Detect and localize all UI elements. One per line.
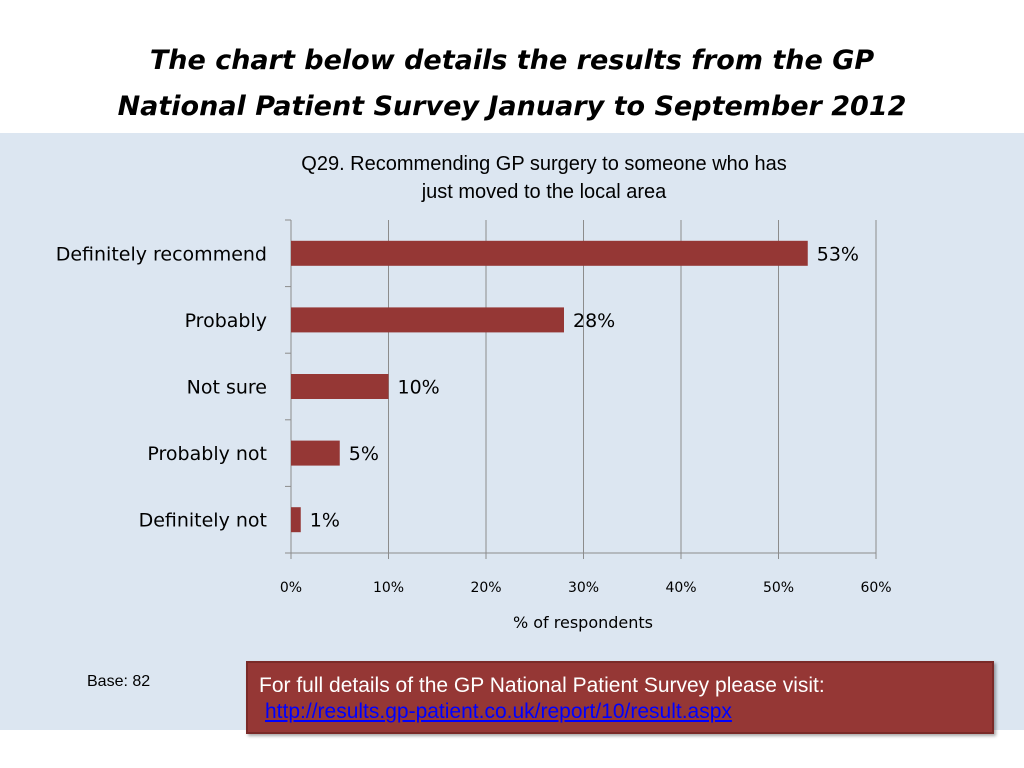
survey-link[interactable]: http://results.gp-patient.co.uk/report/1… [265,700,732,723]
x-tick-label: 30% [568,580,599,596]
gridlines [388,220,877,553]
labels: 0% 10% 20% 30% 40% 50% 60% Definitely recommend… [56,243,892,596]
category-label: Definitely recommend [56,243,267,265]
slide-title-line-1: The chart below details the results from… [149,45,875,76]
data-label: 28% [573,310,615,332]
chart-panel [0,133,1024,730]
category-label: Probably not [147,443,267,465]
chart-title-line-2: just moved to the local area [421,181,667,203]
x-tick-label: 60% [860,580,891,596]
bar [291,240,808,266]
bar [291,507,301,533]
info-text: For full details of the GP National Pati… [259,674,825,697]
info-box: For full details of the GP National Pati… [246,661,994,734]
data-label: 53% [817,243,859,265]
slide-title-line-2: National Patient Survey January to Septe… [117,91,907,122]
bars [291,240,808,533]
chart-title-line-1: Q29. Recommending GP surgery to someone … [301,153,787,175]
base-note: Base: 82 [87,673,151,690]
slide-title: The chart below details the results from… [0,38,1024,130]
data-label: 5% [349,443,379,465]
bar [291,440,340,466]
data-label: 1% [310,510,340,532]
bar [291,307,564,333]
data-label: 10% [398,377,440,399]
category-label: Not sure [187,377,267,399]
x-tick-label: 10% [373,580,404,596]
x-tick-label: 40% [665,580,696,596]
x-tick-label: 0% [280,580,302,596]
x-axis-title: % of respondents [513,613,653,632]
bar [291,374,389,399]
category-label: Definitely not [139,510,267,532]
x-tick-label: 20% [470,580,501,596]
category-label: Probably [185,310,267,332]
x-tick-label: 50% [763,580,794,596]
chart-title: Q29. Recommending GP surgery to someone … [200,150,888,206]
